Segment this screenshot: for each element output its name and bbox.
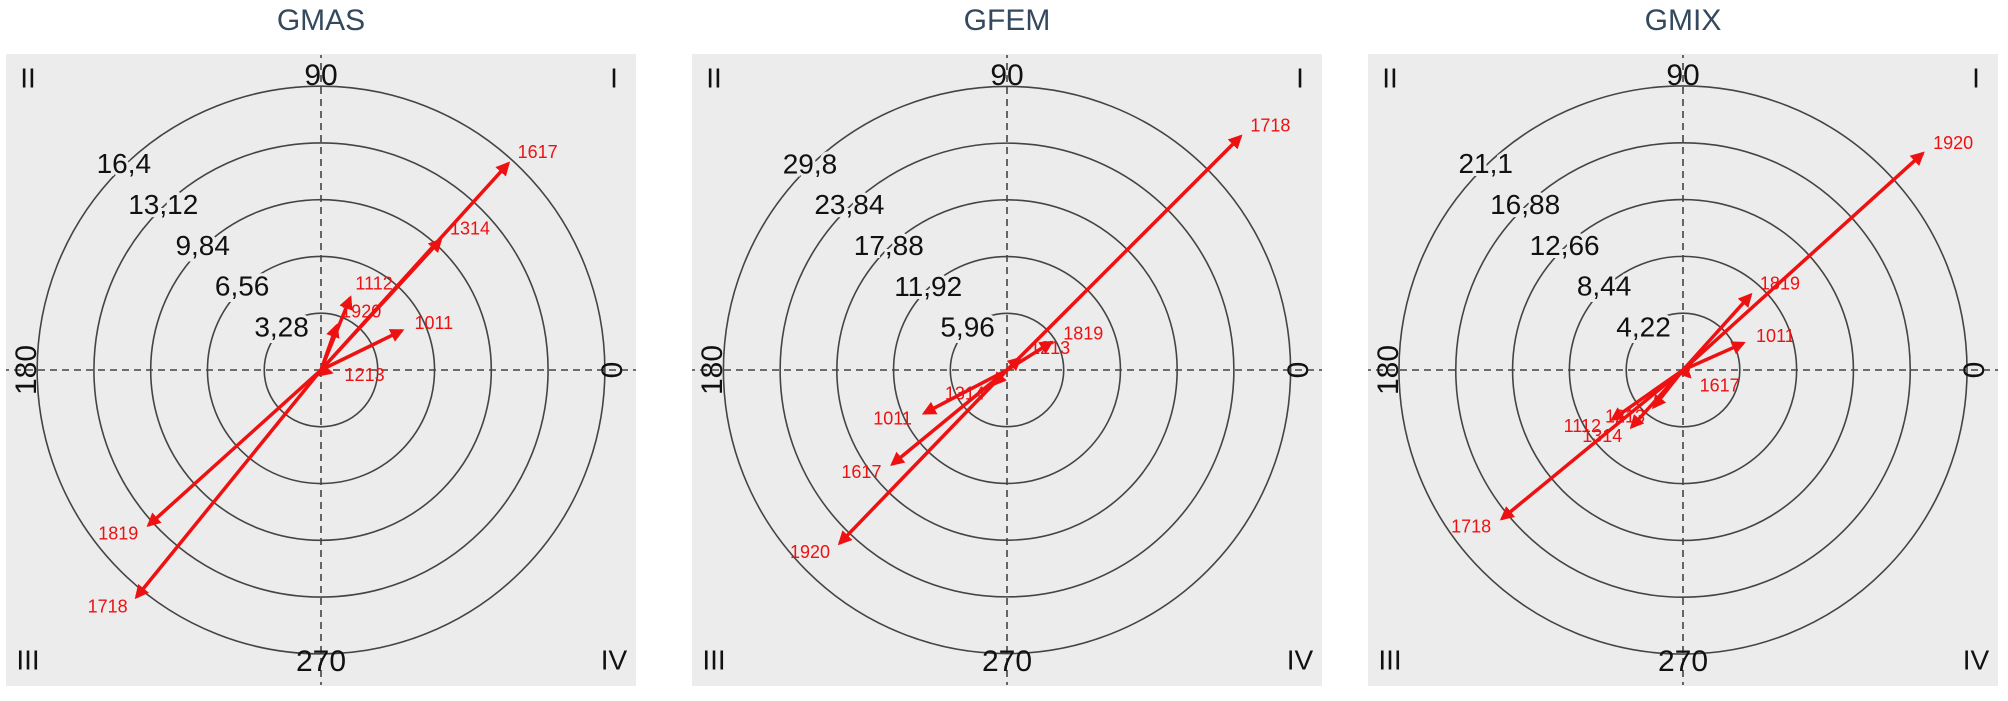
angle-label: 180	[1372, 345, 1405, 395]
vector-arrow	[320, 328, 405, 372]
radial-grid-ring	[36, 85, 606, 655]
quadrant-label: IV	[1287, 644, 1314, 675]
ring-label: 3,28	[254, 312, 309, 343]
vector-arrow	[319, 237, 443, 372]
radial-grid-ring	[93, 142, 549, 598]
vector-arrow	[134, 368, 323, 600]
ring-label: 16,4	[97, 148, 152, 179]
radial-grid-ring	[1625, 312, 1741, 428]
radial-grid-ring	[722, 85, 1292, 655]
vector-label: 1011	[873, 408, 912, 428]
quadrant-label: I	[1296, 62, 1304, 93]
angle-label: 270	[982, 645, 1032, 678]
vector-label: 1718	[1451, 516, 1491, 536]
quadrant-label: I	[1972, 62, 1980, 93]
vector-label: 1213	[345, 365, 385, 385]
vector-label: 1920	[790, 542, 830, 562]
ring-label: 9,84	[175, 230, 230, 261]
vector-label: 1819	[98, 523, 138, 543]
vector-label: 1011	[1756, 326, 1795, 346]
vector-label: 1920	[1933, 133, 1973, 153]
vector-arrow	[1629, 368, 1685, 430]
vector-label: 1819	[1760, 273, 1800, 293]
quadrant-label: II	[706, 62, 722, 93]
angle-label: 180	[10, 345, 43, 395]
ring-label: 8,44	[1577, 271, 1632, 302]
ring-label: 11,92	[894, 271, 962, 302]
vector-arrow	[890, 368, 1009, 467]
vector-label: 1718	[88, 597, 128, 617]
vector-label: 1617	[518, 142, 558, 162]
polar-panel: GMAS0901802703,286,569,8413,1216,4IIIIII…	[6, 4, 636, 686]
chart-title: GFEM	[964, 4, 1051, 37]
angle-label: 0	[1958, 362, 1991, 379]
vector-label: 1819	[1063, 324, 1103, 344]
quadrant-label: I	[610, 62, 618, 93]
radial-grid-ring	[263, 312, 379, 428]
angle-label: 90	[990, 59, 1023, 92]
vector-arrow	[146, 368, 323, 528]
quadrant-label: III	[702, 644, 725, 675]
angle-label: 0	[1282, 362, 1315, 379]
ring-label: 16,88	[1490, 189, 1560, 220]
vector-arrow	[319, 323, 340, 371]
vector-label: 1112	[1564, 416, 1601, 436]
vector-label: 1617	[841, 462, 881, 482]
ring-label: 12,66	[1530, 230, 1600, 261]
quadrant-label: IV	[1963, 644, 1990, 675]
ring-label: 6,56	[215, 271, 270, 302]
ring-label: 4,22	[1616, 312, 1671, 343]
angle-label: 90	[1666, 59, 1699, 92]
radial-grid-ring	[949, 312, 1065, 428]
angle-label: 180	[696, 345, 729, 395]
quadrant-label: II	[1382, 62, 1398, 93]
ring-label: 29,8	[783, 148, 838, 179]
radial-grid-ring	[1454, 141, 1912, 599]
vector-label: 1011	[414, 313, 453, 333]
ring-label: 17,88	[854, 230, 924, 261]
vector-label: 1314	[450, 218, 490, 238]
vector-arrow	[1681, 151, 1925, 372]
ring-label: 5,96	[940, 312, 995, 343]
ring-label: 21,1	[1458, 148, 1513, 179]
chart-title: GMIX	[1645, 4, 1722, 37]
vector-arrow	[1499, 368, 1685, 521]
vector-label: 1718	[1250, 115, 1290, 135]
vector-arrow	[1681, 292, 1753, 372]
vector-label: 1920	[341, 301, 381, 321]
angle-label: 270	[296, 645, 346, 678]
quadrant-label: IV	[601, 644, 628, 675]
ring-label: 13,12	[128, 189, 198, 220]
vector-arrow	[1682, 341, 1746, 372]
vector-arrow	[1005, 356, 1022, 372]
vector-arrow	[837, 368, 1009, 546]
vector-arrow	[318, 363, 334, 377]
vector-label: 1112	[355, 274, 392, 294]
chart-title: GMAS	[277, 4, 365, 37]
angle-label: 0	[596, 362, 629, 379]
quadrant-label: III	[16, 644, 39, 675]
polar-panel: GFEM0901802705,9611,9217,8823,8429,8IIII…	[692, 4, 1322, 686]
ring-label: 23,84	[814, 189, 884, 220]
vector-label: 1213	[1030, 338, 1070, 358]
angle-label: 90	[304, 59, 337, 92]
quadrant-label: II	[20, 62, 36, 93]
quadrant-label: III	[1378, 644, 1401, 675]
radial-grid-ring	[779, 142, 1235, 598]
angle-label: 270	[1658, 645, 1708, 678]
vector-label: 1617	[1700, 375, 1740, 395]
radial-grid-ring	[1398, 85, 1968, 655]
polar-panel: GMIX0901802704,228,4412,6616,8821,1IIIII…	[1368, 4, 1998, 686]
vector-arrow	[1005, 134, 1243, 372]
